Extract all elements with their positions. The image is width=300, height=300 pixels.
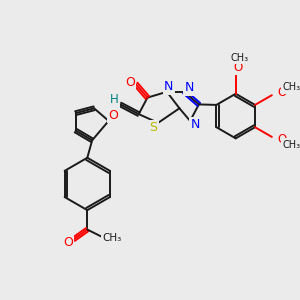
Text: O: O <box>109 109 118 122</box>
Text: CH₃: CH₃ <box>283 140 300 150</box>
Text: O: O <box>277 86 286 99</box>
Text: H: H <box>110 93 119 106</box>
Text: CH₃: CH₃ <box>102 233 121 243</box>
Text: O: O <box>233 61 242 74</box>
Text: O: O <box>277 133 286 146</box>
Text: N: N <box>184 81 194 94</box>
Text: N: N <box>190 118 200 131</box>
Text: O: O <box>125 76 135 88</box>
Text: O: O <box>63 236 73 249</box>
Text: CH₃: CH₃ <box>230 53 249 63</box>
Text: CH₃: CH₃ <box>283 82 300 92</box>
Text: N: N <box>164 80 173 94</box>
Text: S: S <box>149 121 157 134</box>
